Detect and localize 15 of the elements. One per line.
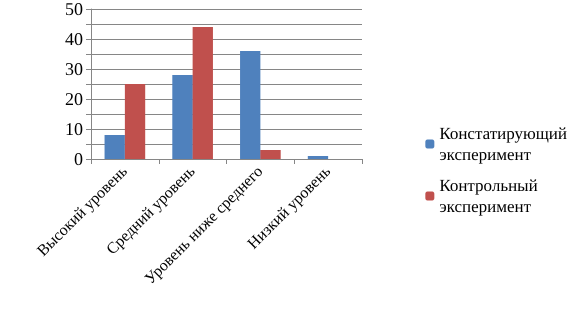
y-tick-label: 40 bbox=[65, 29, 83, 49]
bar bbox=[308, 156, 328, 159]
y-tick-label: 10 bbox=[65, 119, 83, 139]
y-tick-label: 50 bbox=[65, 0, 83, 19]
legend-label: Контрольный эксперимент bbox=[439, 176, 538, 216]
y-tick-label: 20 bbox=[65, 89, 83, 109]
bar bbox=[260, 150, 281, 159]
bar bbox=[104, 135, 125, 159]
bar bbox=[240, 51, 260, 159]
y-tick-label: 0 bbox=[74, 149, 83, 169]
bar bbox=[124, 84, 146, 159]
bar bbox=[172, 75, 193, 159]
y-tick-label: 30 bbox=[65, 59, 83, 79]
legend-label: Констатирующий эксперимент bbox=[439, 124, 568, 164]
bar bbox=[192, 27, 213, 159]
